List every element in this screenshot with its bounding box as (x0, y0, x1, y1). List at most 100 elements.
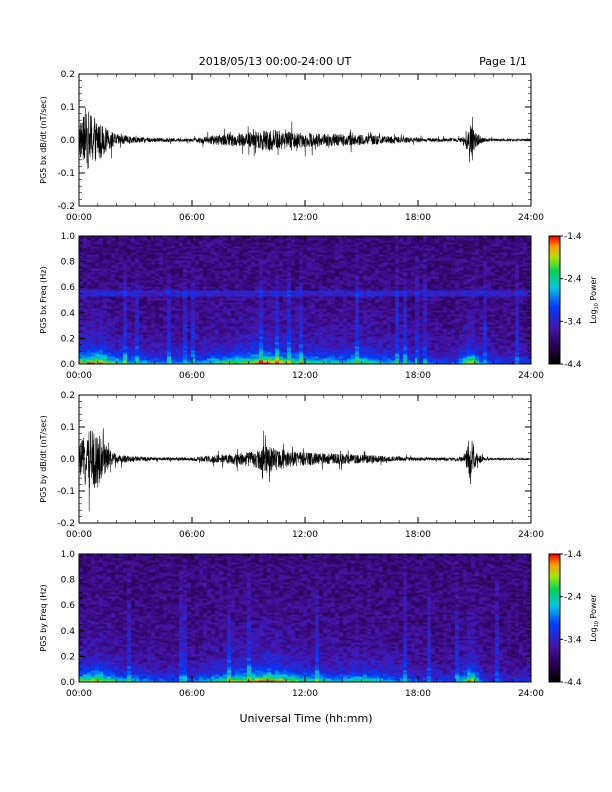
spectrogram-cell (315, 254, 320, 257)
spectrogram-cell (327, 316, 332, 319)
spectrogram-cell (291, 360, 296, 363)
spectrogram-cell (283, 252, 288, 255)
spectrogram-cell (255, 346, 260, 349)
spectrogram-cell (131, 340, 136, 343)
spectrogram-cell (243, 310, 248, 313)
spectrogram-cell (311, 322, 316, 325)
spectrogram-cell (295, 260, 300, 263)
spectrogram-cell (283, 242, 288, 245)
spectrogram-cell (303, 246, 308, 249)
spectrogram-cell (139, 280, 144, 283)
spectrogram-cell (359, 314, 364, 317)
spectrogram-cell (215, 240, 220, 243)
spectrogram-cell (239, 294, 244, 297)
spectrogram-cell (111, 308, 116, 311)
spectrogram-cell (175, 332, 180, 335)
spectrogram-cell (251, 236, 256, 239)
spectrogram-cell (115, 264, 120, 267)
spectrogram-cell (371, 360, 376, 363)
spectrogram-cell (175, 276, 180, 279)
spectrogram-cell (255, 296, 260, 299)
spectrogram-cell (215, 242, 220, 245)
spectrogram-cell (163, 324, 168, 327)
page-title: 2018/05/13 00:00-24:00 UT (199, 55, 352, 68)
spectrogram-cell (287, 266, 292, 269)
spectrogram-cell (235, 350, 240, 353)
spectrogram-cell (183, 256, 188, 259)
spectrogram-cell (315, 260, 320, 263)
spectrogram-cell (275, 274, 280, 277)
spectrogram-cell (103, 280, 108, 283)
spectrogram-cell (155, 268, 160, 271)
spectrogram-cell (159, 296, 164, 299)
spectrogram-cell (375, 284, 380, 287)
spectrogram-cell (259, 262, 264, 265)
spectrogram-cell (179, 316, 184, 319)
spectrogram-cell (127, 280, 132, 283)
spectrogram-cell (375, 288, 380, 291)
spectrogram-cell (243, 344, 248, 347)
spectrogram-cell (331, 326, 336, 329)
spectrogram-cell (175, 294, 180, 297)
spectrogram-cell (99, 250, 104, 253)
spectrogram-cell (367, 262, 372, 265)
spectrogram-cell (299, 316, 304, 319)
spectrogram-cell (343, 276, 348, 279)
spectrogram-cell (175, 320, 180, 323)
spectrogram-cell (199, 296, 204, 299)
spectrogram-cell (311, 300, 316, 303)
spectrogram-cell (171, 296, 176, 299)
spectrogram-cell (371, 260, 376, 263)
spectrogram-cell (203, 276, 208, 279)
spectrogram-cell (243, 278, 248, 281)
spectrogram-cell (227, 300, 232, 303)
spectrogram-cell (211, 262, 216, 265)
spectrogram-cell (91, 356, 96, 359)
spectrogram-cell (183, 284, 188, 287)
y-tick-label: 0.2 (61, 70, 75, 80)
spectrogram-cell (115, 308, 120, 311)
spectrogram-cell (151, 318, 156, 321)
spectrogram-cell (367, 286, 372, 289)
spectrogram-cell (167, 284, 172, 287)
spectrogram-cell (235, 300, 240, 303)
spectrogram-cell (179, 276, 184, 279)
spectrogram-cell (127, 240, 132, 243)
spectrogram-cell (219, 344, 224, 347)
spectrogram-cell (107, 272, 112, 275)
spectrogram-cell (287, 350, 292, 353)
spectrogram-cell (275, 316, 280, 319)
spectrogram-cell (135, 278, 140, 281)
spectrogram-cell (247, 264, 252, 267)
spectrogram-cell (307, 308, 312, 311)
spectrogram-cell (159, 268, 164, 271)
spectrogram-cell (203, 290, 208, 293)
spectrogram-cell (191, 312, 196, 315)
spectrogram-cell (315, 304, 320, 307)
spectrogram-cell (163, 252, 168, 255)
spectrogram-cell (131, 362, 136, 365)
spectrogram-cell (91, 276, 96, 279)
spectrogram-cell (219, 358, 224, 361)
spectrogram-cell (191, 348, 196, 351)
spectrogram-cell (307, 286, 312, 289)
spectrogram-cell (91, 334, 96, 337)
spectrogram-cell (247, 324, 252, 327)
spectrogram-cell (363, 334, 368, 337)
spectrogram-cell (111, 274, 116, 277)
spectrogram-cell (283, 248, 288, 251)
spectrogram-cell (335, 268, 340, 271)
spectrogram-cell (347, 260, 352, 263)
spectrogram-cell (243, 308, 248, 311)
spectrogram-cell (123, 244, 128, 247)
spectrogram-cell (251, 260, 256, 263)
spectrogram-cell (223, 256, 228, 259)
spectrogram-cell (263, 300, 268, 303)
spectrogram-cell (283, 334, 288, 337)
spectrogram-cell (355, 250, 360, 253)
spectrogram-cell (239, 334, 244, 337)
spectrogram-cell (179, 260, 184, 263)
spectrogram-cell (203, 338, 208, 341)
spectrogram-cell (339, 278, 344, 281)
spectrogram-cell (283, 362, 288, 365)
